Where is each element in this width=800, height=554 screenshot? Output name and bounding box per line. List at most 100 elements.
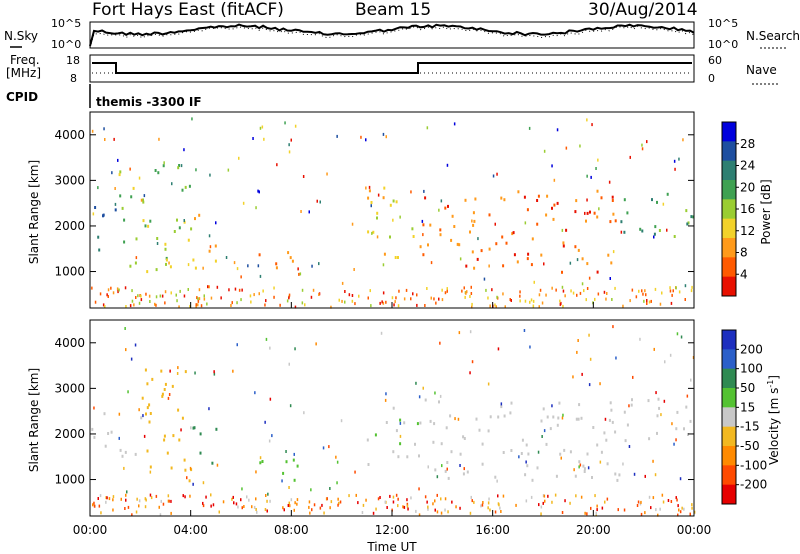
heatmap-cell — [586, 198, 588, 202]
heatmap-cell — [575, 417, 578, 421]
heatmap-cell — [438, 208, 440, 212]
heatmap-cell — [441, 288, 443, 292]
heatmap-cell — [146, 270, 149, 274]
heatmap-cell — [685, 209, 688, 213]
xtick-label: 04:00 — [173, 523, 208, 537]
heatmap-cell — [689, 419, 692, 423]
heatmap-cell — [369, 289, 371, 293]
heatmap-cell — [574, 210, 577, 214]
heatmap-cell — [403, 297, 406, 301]
heatmap-cell — [382, 263, 385, 267]
heatmap-cell — [427, 465, 429, 469]
heatmap-cell — [179, 289, 181, 293]
heatmap-cell — [252, 137, 254, 140]
heatmap-cell — [543, 494, 546, 498]
heatmap-cell — [660, 413, 662, 417]
heatmap-cell — [666, 228, 668, 232]
heatmap-cell — [611, 420, 614, 424]
heatmap-cell — [161, 392, 164, 396]
heatmap-cell — [211, 461, 214, 465]
heatmap-cell — [519, 294, 521, 298]
heatmap-cell — [189, 466, 192, 470]
heatmap-cell — [370, 204, 372, 208]
heatmap-cell — [600, 450, 603, 454]
heatmap-cell — [543, 429, 546, 433]
heatmap-cell — [463, 437, 466, 440]
heatmap-cell — [556, 201, 559, 205]
heatmap-cell — [596, 443, 599, 447]
heatmap-cell — [184, 185, 187, 189]
heatmap-cell — [675, 496, 677, 500]
heatmap-cell — [137, 294, 139, 298]
heatmap-cell — [214, 244, 217, 248]
heatmap-cell — [361, 511, 364, 514]
heatmap-cell — [395, 296, 397, 300]
heatmap-cell — [114, 208, 117, 212]
heatmap-cell — [138, 301, 141, 305]
heatmap-cell — [496, 295, 498, 299]
heatmap-cell — [118, 173, 121, 177]
heatmap-cell — [290, 498, 293, 502]
heatmap-cell — [620, 230, 623, 234]
heatmap-cell — [488, 247, 491, 251]
colorbar-swatch — [722, 388, 736, 408]
heatmap-cell — [338, 298, 340, 302]
heatmap-cell — [150, 496, 153, 500]
heatmap-cell — [288, 501, 290, 505]
heatmap-cell — [682, 138, 684, 142]
heatmap-cell — [399, 434, 402, 438]
heatmap-cell — [669, 286, 671, 290]
heatmap-cell — [570, 289, 572, 293]
heatmap-cell — [162, 502, 165, 506]
heatmap-cell — [673, 442, 675, 446]
heatmap-cell — [197, 299, 200, 303]
heatmap-cell — [540, 419, 543, 423]
heatmap-cell — [455, 505, 457, 509]
heatmap-cell — [299, 272, 302, 276]
heatmap-cell — [419, 421, 422, 425]
heatmap-cell — [440, 497, 442, 501]
colorbar-swatch — [722, 141, 736, 162]
heatmap-cell — [626, 423, 629, 427]
heatmap-cell — [261, 125, 264, 129]
heatmap-cell — [489, 304, 491, 308]
heatmap-cell — [198, 213, 201, 217]
heatmap-cell — [458, 331, 461, 335]
heatmap-cell — [247, 264, 249, 268]
heatmap-cell — [489, 508, 491, 512]
heatmap-cell — [91, 427, 94, 431]
heatmap-cell — [266, 509, 268, 513]
heatmap-cell — [488, 264, 490, 268]
heatmap-cell — [125, 305, 127, 308]
heatmap-cell — [527, 452, 530, 456]
heatmap-cell — [529, 345, 531, 349]
heatmap-cell — [604, 500, 606, 504]
heatmap-cell — [530, 263, 533, 267]
heatmap-cell — [261, 460, 264, 463]
heatmap-cell — [385, 300, 387, 304]
heatmap-cell — [395, 429, 398, 433]
heatmap-cell — [397, 256, 399, 259]
heatmap-cell — [183, 294, 186, 298]
heatmap-cell — [117, 158, 119, 162]
heatmap-cell — [257, 264, 260, 268]
heatmap-cell — [540, 253, 543, 257]
heatmap-cell — [120, 497, 122, 501]
heatmap-cell — [162, 164, 165, 168]
heatmap-cell — [399, 421, 402, 425]
heatmap-cell — [669, 289, 672, 293]
heatmap-cell — [123, 240, 126, 244]
heatmap-cell — [288, 486, 290, 489]
heatmap-cell — [538, 293, 541, 297]
power-yaxis: 4000 3000 2000 1000 — [54, 128, 694, 279]
ytick-label: 3000 — [54, 381, 85, 395]
heatmap-cell — [556, 128, 559, 132]
heatmap-cell — [472, 211, 475, 215]
heatmap-cell — [192, 258, 195, 262]
heatmap-cell — [161, 394, 164, 398]
heatmap-cell — [565, 146, 568, 150]
heatmap-cell — [676, 332, 679, 336]
heatmap-cell — [178, 305, 180, 309]
heatmap-cell — [691, 506, 693, 510]
heatmap-cell — [645, 293, 647, 297]
